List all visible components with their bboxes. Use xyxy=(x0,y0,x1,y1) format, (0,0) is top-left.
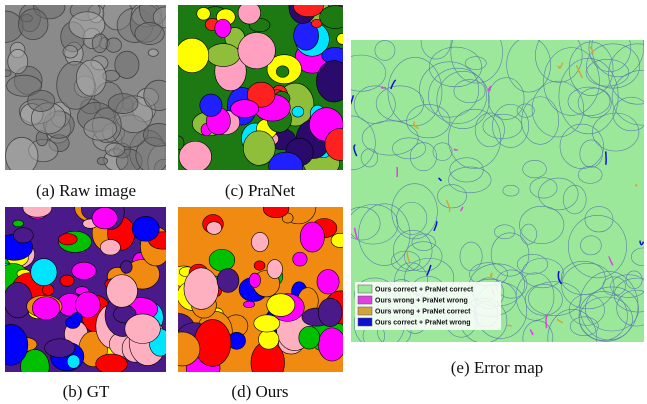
legend-swatch xyxy=(358,296,372,304)
texture xyxy=(238,2,261,24)
texture xyxy=(106,275,137,308)
texture xyxy=(179,141,212,172)
texture xyxy=(92,207,118,229)
texture xyxy=(231,100,259,118)
texture xyxy=(318,298,342,326)
texture xyxy=(31,259,57,286)
texture xyxy=(108,94,138,114)
legend-swatch xyxy=(358,285,372,293)
texture xyxy=(32,297,59,320)
texture xyxy=(45,339,75,358)
texture xyxy=(316,61,351,103)
texture xyxy=(13,220,24,227)
texture xyxy=(148,49,158,56)
texture xyxy=(292,106,304,117)
texture xyxy=(636,185,637,186)
texture xyxy=(63,46,78,59)
texture xyxy=(320,6,352,29)
texture xyxy=(337,33,347,44)
texture xyxy=(144,80,174,110)
legend-label: Ours wrong + PraNet correct xyxy=(375,308,471,315)
texture xyxy=(251,232,268,251)
texture xyxy=(173,136,184,150)
texture xyxy=(67,355,80,369)
texture xyxy=(238,32,276,68)
texture xyxy=(300,222,324,252)
texture xyxy=(23,199,52,217)
caption: (c) PraNet xyxy=(225,181,296,200)
texture xyxy=(263,200,289,218)
texture xyxy=(59,234,78,245)
texture xyxy=(194,320,231,367)
figure: (a) Raw image (c) PraNet (b) GT (d) Ours… xyxy=(0,0,647,404)
texture xyxy=(97,157,107,165)
texture xyxy=(209,249,235,271)
texture xyxy=(197,7,211,20)
texture xyxy=(217,269,239,293)
texture xyxy=(6,137,38,175)
legend: Ours correct + PraNet correct Ours wrong… xyxy=(355,282,501,330)
texture xyxy=(96,354,128,374)
caption: (a) Raw image xyxy=(36,181,136,200)
texture xyxy=(8,49,28,73)
texture xyxy=(132,216,159,241)
caption: (b) GT xyxy=(63,382,110,401)
texture xyxy=(1,70,11,77)
texture xyxy=(215,19,231,37)
texture xyxy=(175,38,209,73)
texture xyxy=(42,284,53,295)
texture xyxy=(331,233,349,247)
texture xyxy=(164,332,200,366)
texture xyxy=(125,314,161,344)
texture xyxy=(258,330,278,349)
texture xyxy=(13,228,33,243)
legend-label: Ours wrong + PraNet wrong xyxy=(375,297,468,304)
texture xyxy=(100,240,120,256)
texture xyxy=(71,312,82,323)
texture xyxy=(243,301,254,308)
texture xyxy=(18,9,48,40)
texture xyxy=(254,261,265,270)
texture xyxy=(267,294,295,317)
legend-swatch xyxy=(358,318,372,326)
texture xyxy=(76,60,106,96)
texture xyxy=(106,38,122,52)
texture xyxy=(276,66,289,78)
texture xyxy=(135,23,164,45)
texture xyxy=(318,328,345,361)
texture xyxy=(143,123,174,146)
legend-label: Ours correct + PraNet correct xyxy=(375,286,474,293)
texture xyxy=(28,90,55,111)
texture xyxy=(317,270,339,294)
texture xyxy=(84,118,117,141)
texture xyxy=(293,252,307,266)
texture xyxy=(60,275,74,286)
texture xyxy=(121,261,133,274)
legend-label: Ours correct + PraNet wrong xyxy=(375,319,471,326)
texture xyxy=(269,152,303,180)
texture xyxy=(200,94,222,116)
texture xyxy=(325,129,355,161)
texture xyxy=(4,282,33,318)
caption: (d) Ours xyxy=(231,382,288,401)
texture xyxy=(184,268,219,310)
legend-swatch xyxy=(358,307,372,315)
texture xyxy=(72,262,96,279)
texture xyxy=(92,34,107,53)
texture xyxy=(254,315,280,332)
caption: (e) Error map xyxy=(451,358,544,377)
texture xyxy=(206,44,240,67)
texture xyxy=(267,260,282,279)
texture xyxy=(249,273,260,288)
texture xyxy=(299,326,320,349)
texture xyxy=(207,222,222,235)
texture xyxy=(105,143,124,156)
